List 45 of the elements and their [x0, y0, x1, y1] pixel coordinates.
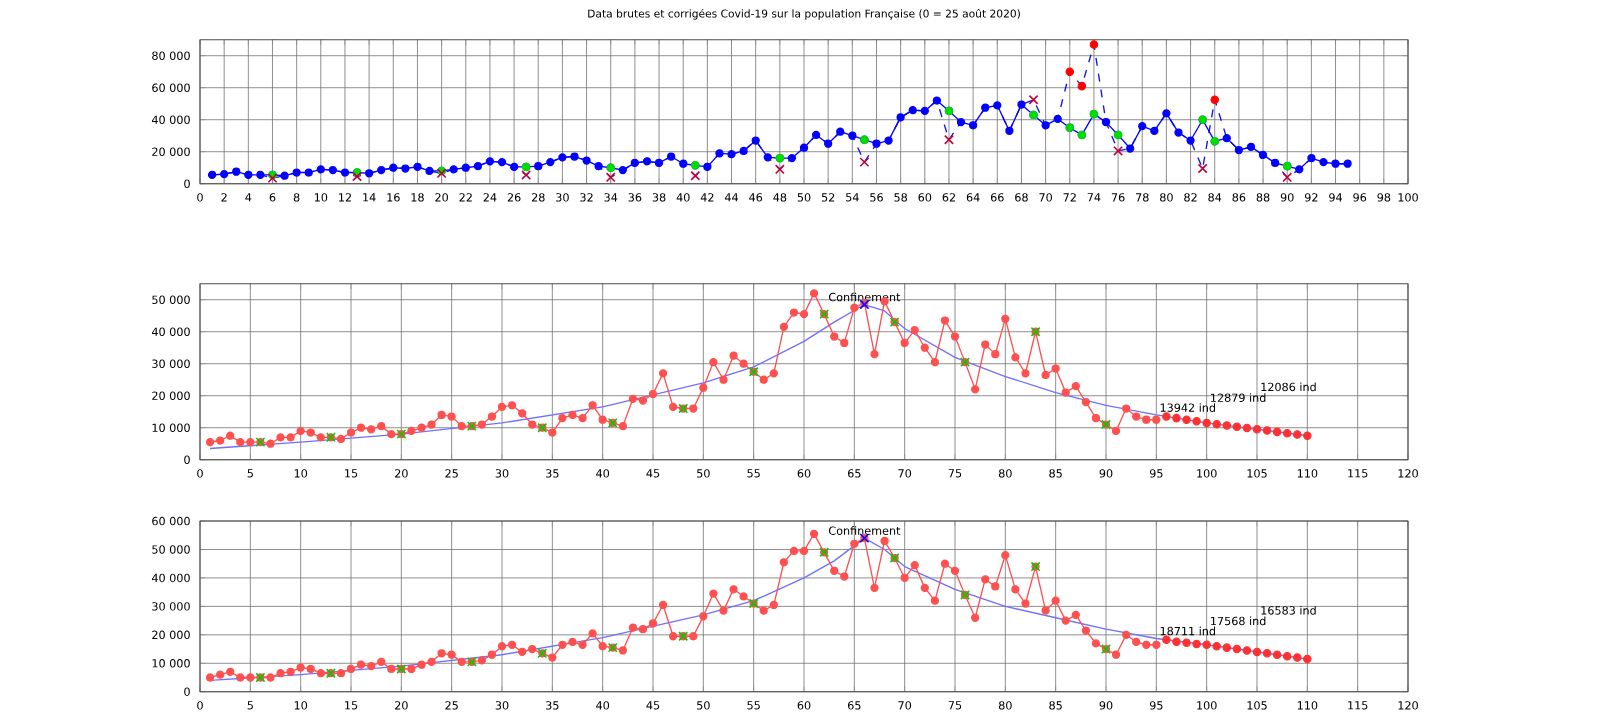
point [1028, 94, 1039, 105]
point [1089, 40, 1099, 49]
point [1222, 643, 1232, 653]
point [1282, 652, 1292, 661]
point [859, 157, 870, 168]
point [1197, 163, 1208, 174]
point [1252, 425, 1262, 434]
point [1212, 642, 1222, 651]
point [352, 171, 362, 182]
point [1172, 413, 1181, 423]
point [1182, 638, 1191, 648]
point [944, 134, 954, 145]
point [1262, 649, 1272, 658]
point [1077, 81, 1087, 91]
point [605, 172, 616, 183]
point [1113, 146, 1124, 156]
point [1212, 420, 1222, 429]
point [1192, 639, 1201, 649]
point [1162, 635, 1171, 645]
point [774, 164, 785, 175]
point [1292, 653, 1302, 662]
point [1303, 654, 1312, 664]
point [1303, 431, 1312, 441]
point [1162, 412, 1171, 421]
point [1272, 427, 1282, 437]
point [1202, 418, 1211, 428]
point [1172, 637, 1181, 647]
point [1282, 429, 1292, 438]
point [1232, 644, 1242, 654]
point [1252, 647, 1262, 657]
point [690, 170, 701, 181]
point [1182, 415, 1191, 425]
point [1065, 67, 1075, 77]
point [1292, 430, 1302, 439]
point [1272, 650, 1282, 660]
point [1210, 95, 1219, 105]
point [1262, 426, 1272, 435]
point [1242, 646, 1252, 655]
point [521, 170, 532, 180]
point [1222, 421, 1232, 430]
point [1202, 640, 1211, 650]
point [1192, 417, 1201, 426]
point [1242, 423, 1252, 433]
point [1232, 422, 1242, 432]
point [1282, 172, 1293, 183]
